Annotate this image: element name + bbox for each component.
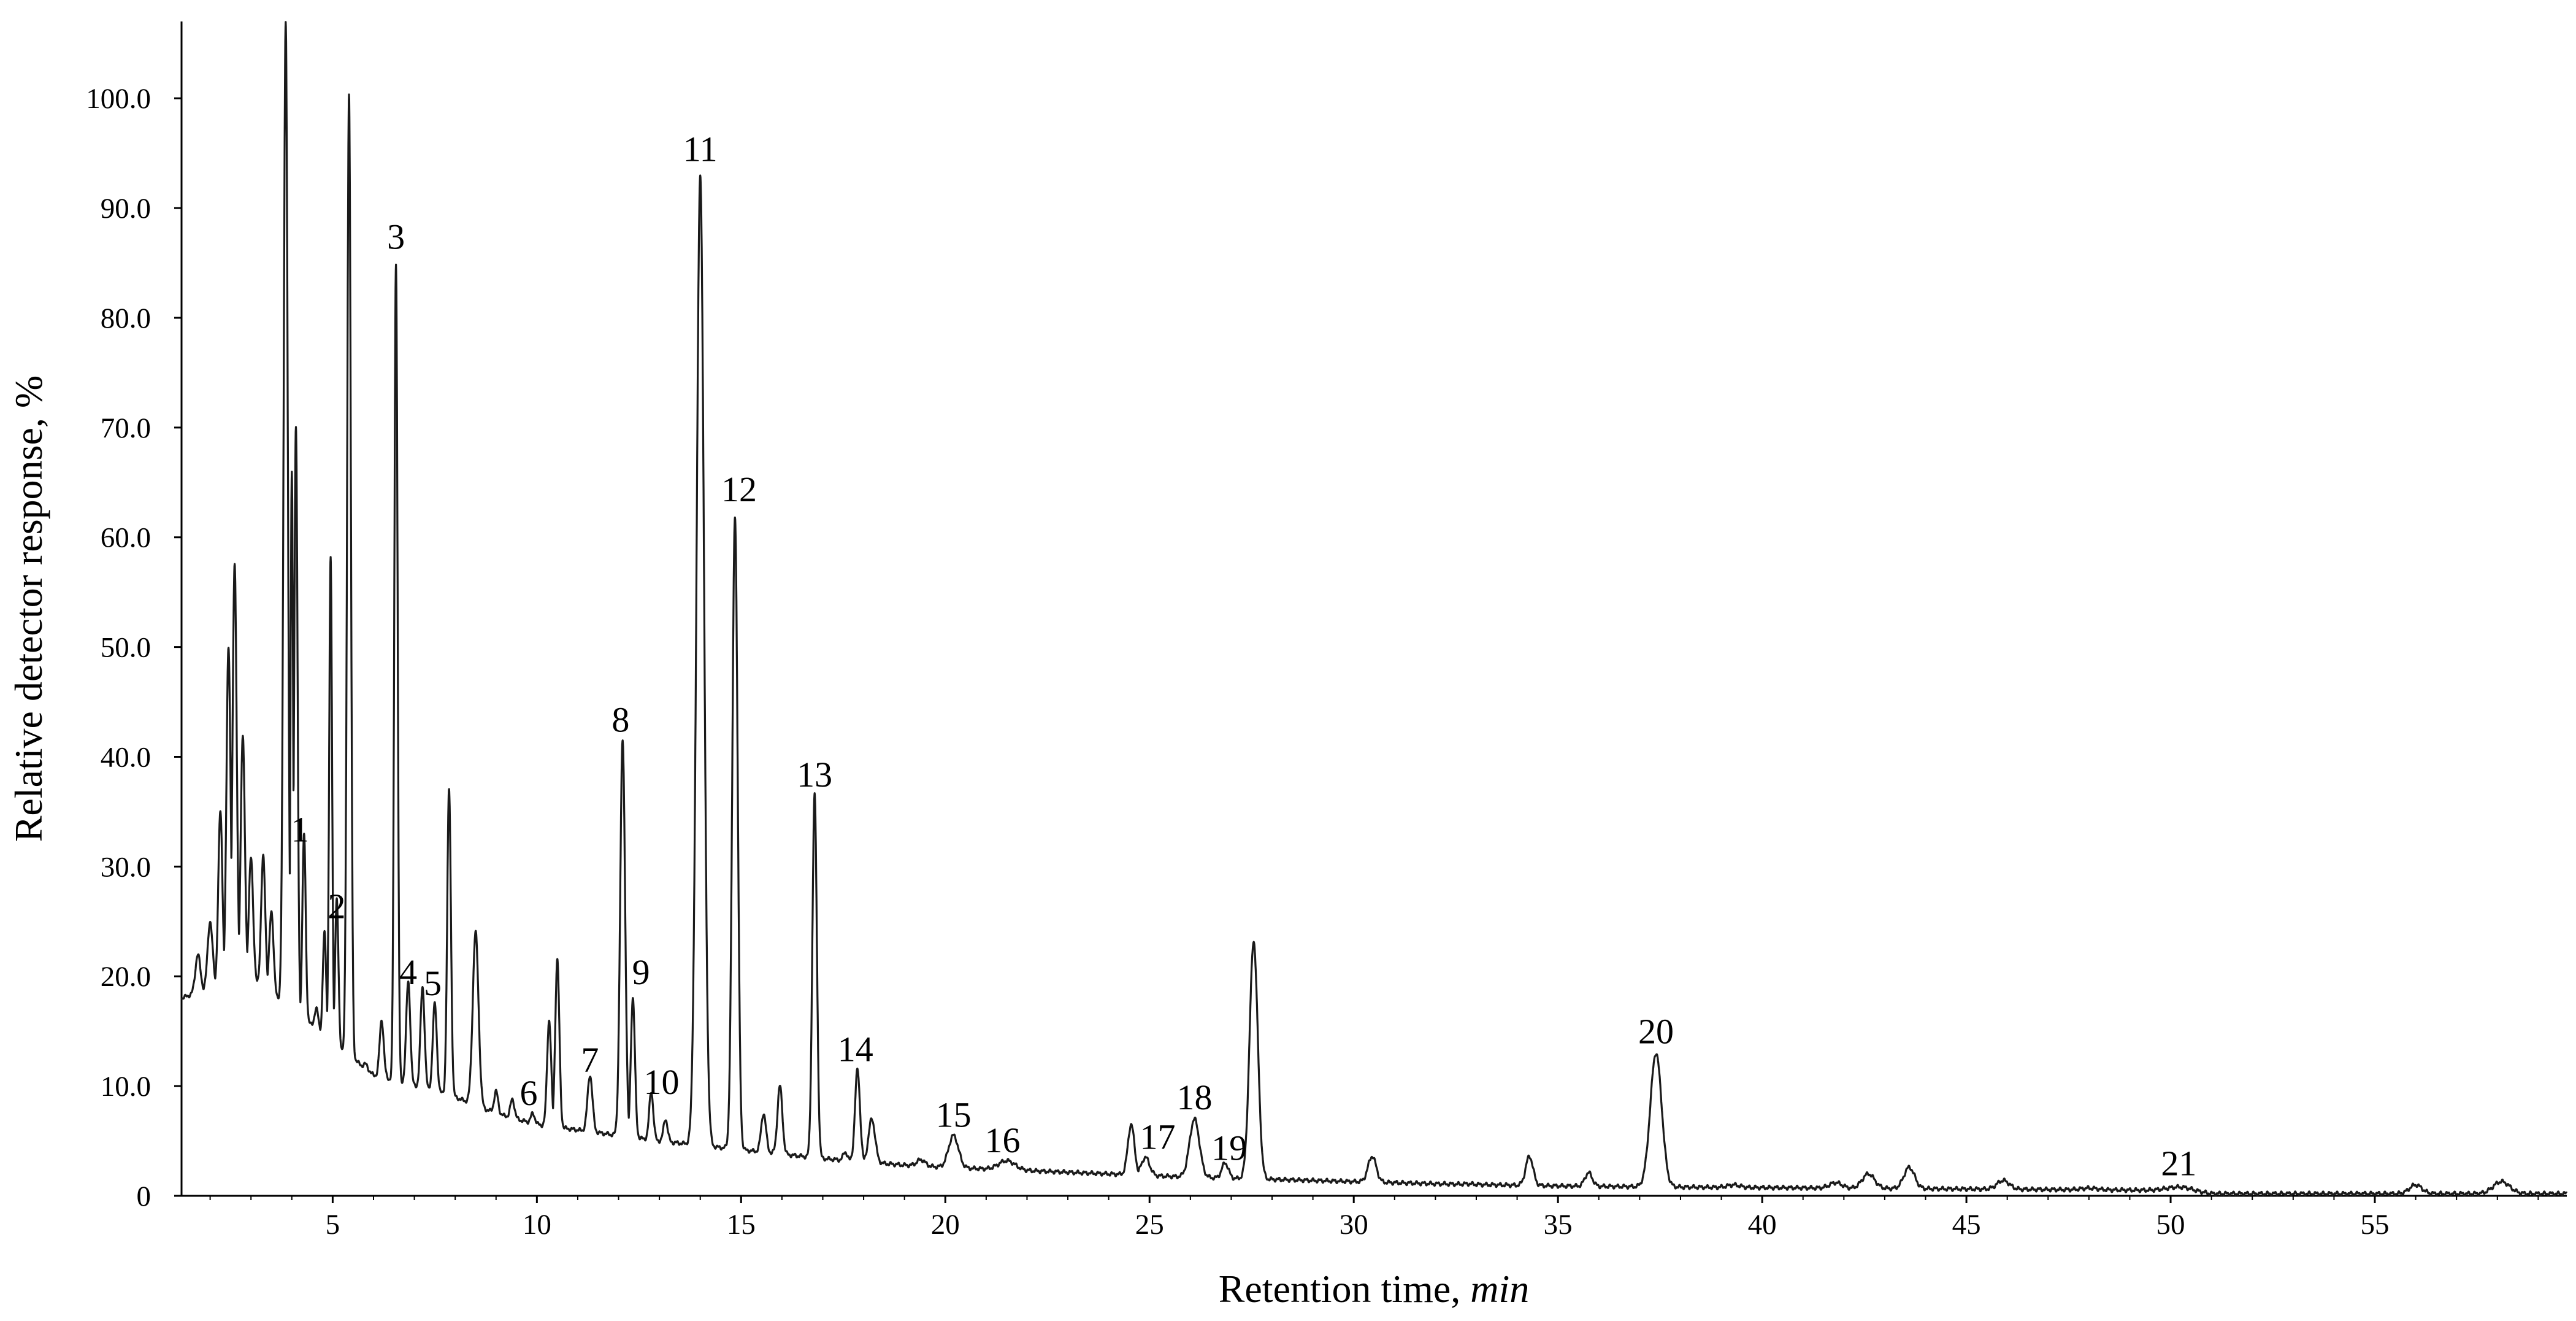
x-tick-label: 15 <box>727 1209 756 1241</box>
y-tick-label: 10.0 <box>101 1071 151 1103</box>
x-tick-label: 20 <box>931 1209 960 1241</box>
y-axis-ticks: 0 10.0 20.0 30.0 40.0 50.0 60.0 70.0 80.0 90.0 100… <box>86 83 182 1212</box>
peak-label-19: 19 <box>1211 1128 1247 1168</box>
y-tick-label: 20.0 <box>101 961 151 993</box>
peak-label-1: 1 <box>291 810 309 850</box>
peak-label-9: 9 <box>632 952 650 992</box>
peak-label-18: 18 <box>1176 1077 1212 1117</box>
peak-label-12: 12 <box>721 469 757 509</box>
peak-label-21: 21 <box>2161 1143 2196 1183</box>
peak-label-17: 17 <box>1140 1117 1176 1157</box>
peak-label-14: 14 <box>838 1029 873 1069</box>
y-tick-label: 90.0 <box>101 193 151 225</box>
y-tick-label: 50.0 <box>101 632 151 664</box>
peak-label-8: 8 <box>611 700 629 740</box>
x-tick-label: 45 <box>1952 1209 1981 1241</box>
peak-label-6: 6 <box>520 1073 538 1113</box>
y-tick-label: 80.0 <box>101 302 151 334</box>
peak-label-4: 4 <box>399 952 417 992</box>
y-tick-label: 30.0 <box>101 851 151 883</box>
peak-label-5: 5 <box>424 963 442 1003</box>
peak-label-20: 20 <box>1638 1012 1674 1052</box>
peak-label-13: 13 <box>797 755 832 795</box>
x-tick-label: 25 <box>1135 1209 1164 1241</box>
x-tick-label: 50 <box>2156 1209 2185 1241</box>
x-tick-label: 35 <box>1544 1209 1573 1241</box>
x-axis-title-unit: min <box>1470 1267 1529 1311</box>
peak-label-2: 2 <box>328 887 346 926</box>
x-tick-label: 55 <box>2361 1209 2390 1241</box>
peak-label-16: 16 <box>985 1120 1021 1160</box>
peak-label-15: 15 <box>936 1095 972 1135</box>
x-axis-ticks: 5 10 15 20 25 30 35 40 45 50 55 <box>209 1196 2539 1241</box>
x-tick-label: 5 <box>326 1209 340 1241</box>
y-tick-label: 0 <box>137 1180 151 1212</box>
y-tick-label: 60.0 <box>101 522 151 554</box>
x-tick-label: 10 <box>523 1209 551 1241</box>
y-tick-label: 70.0 <box>101 412 151 444</box>
chromatogram-trace <box>180 21 2568 1196</box>
peak-label-10: 10 <box>643 1062 679 1102</box>
x-tick-label: 40 <box>1748 1209 1777 1241</box>
y-tick-label: 40.0 <box>101 741 151 773</box>
y-axis-title: Relative detector response, % <box>7 376 50 842</box>
peak-label-7: 7 <box>581 1040 599 1080</box>
plot-area: 0 10.0 20.0 30.0 40.0 50.0 60.0 70.0 80.0 90.0 100… <box>86 21 2568 1241</box>
x-axis-title-text: Retention time, <box>1219 1267 1461 1311</box>
peak-label-11: 11 <box>683 129 718 169</box>
y-tick-label: 100.0 <box>86 83 151 115</box>
peak-label-3: 3 <box>387 217 405 257</box>
x-axis-title: Retention time, min <box>1219 1267 1530 1311</box>
x-tick-label: 30 <box>1340 1209 1368 1241</box>
